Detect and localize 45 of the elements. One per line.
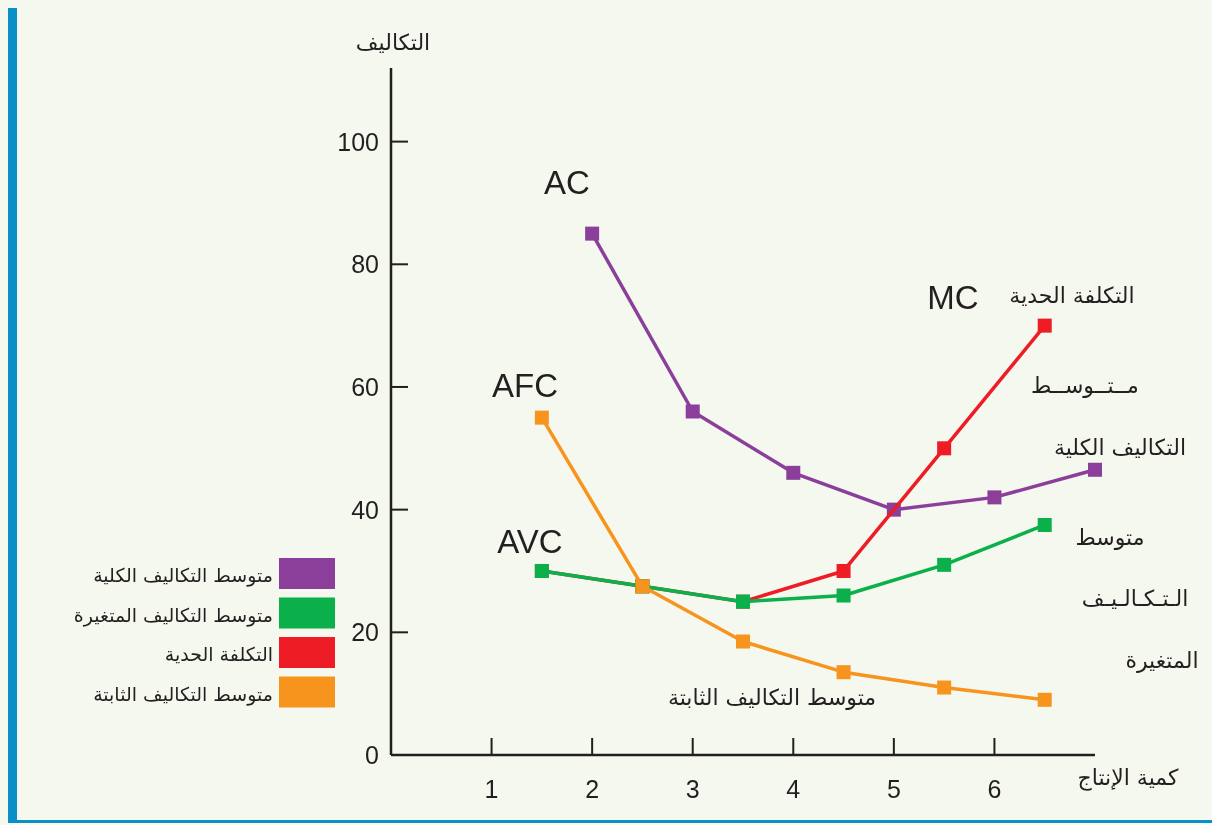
point [1037, 692, 1052, 707]
point [937, 680, 952, 695]
annotation: الـتـكـالـيـف [1081, 586, 1189, 611]
x-tick-label: 6 [987, 775, 1002, 803]
point [585, 226, 600, 241]
point [1037, 318, 1052, 333]
point [786, 465, 801, 480]
annotation: AFC [492, 367, 558, 404]
legend-label: متوسط التكاليف الكلية [93, 564, 273, 587]
x-tick-label: 5 [886, 775, 901, 803]
annotation: متوسط التكاليف الثابتة [667, 685, 877, 710]
y-tick-label: 100 [337, 127, 379, 156]
annotation: AC [544, 164, 590, 201]
annotation: MC [927, 279, 979, 316]
point [937, 441, 952, 456]
legend-label: متوسط التكاليف الثابتة [93, 682, 273, 706]
text: المتغيرة [1125, 648, 1199, 673]
annotation: AVC [497, 523, 563, 560]
annotation: مــتــوســط [1031, 373, 1139, 398]
point [534, 410, 549, 425]
annotation: متوسط [1075, 525, 1145, 550]
legend-label: التكلفة الحدية [164, 643, 273, 665]
x-axis-title: كمية الإنتاج [1077, 765, 1179, 791]
x-tick-label: 1 [484, 775, 499, 803]
x-tick-label: 4 [786, 775, 801, 803]
y-tick-label: 0 [365, 741, 379, 769]
point [937, 557, 952, 572]
y-tick-label: 40 [351, 495, 379, 524]
legend-label: متوسط التكاليف المتغيرة [73, 603, 273, 627]
y-tick-label: 20 [351, 618, 379, 647]
x-tick-label: 3 [685, 775, 700, 803]
point [836, 588, 851, 603]
point [836, 665, 851, 680]
y-axis-title: التكاليف [355, 30, 431, 55]
y-tick-label: 60 [351, 372, 379, 401]
point [987, 490, 1002, 505]
annotation: التكاليف الكلية [1053, 435, 1187, 460]
y-tick-label: 80 [351, 250, 379, 279]
point [736, 634, 750, 649]
x-tick-label: 2 [585, 775, 600, 803]
point [836, 563, 851, 578]
point [685, 404, 700, 419]
point [1088, 462, 1102, 477]
annotation: التكلفة الحدية [1009, 283, 1135, 308]
point [1037, 517, 1052, 532]
